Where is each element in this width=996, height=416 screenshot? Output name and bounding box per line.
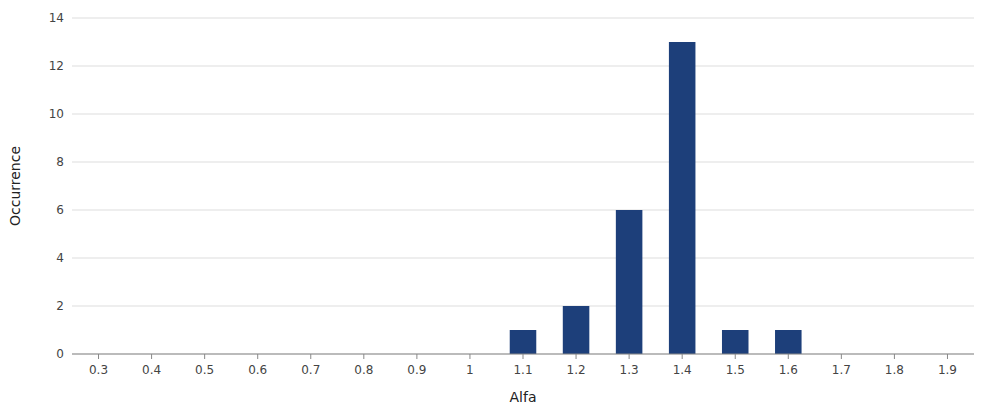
y-tick-label: 14 (49, 11, 64, 25)
x-tick-label: 1.5 (726, 363, 745, 377)
x-tick (416, 354, 417, 359)
chart-container: 0 2 4 6 8 10 12 14 0.3 0.4 0.5 0.6 0.7 0.8 0.9 1 1.1 1.2 1… (0, 0, 996, 416)
bar (616, 210, 643, 354)
x-tick (469, 354, 470, 359)
grid-line (72, 162, 974, 163)
bar (669, 42, 696, 354)
chart-svg: 0 2 4 6 8 10 12 14 0.3 0.4 0.5 0.6 0.7 0.8 0.9 1 1.1 1.2 1… (0, 0, 996, 416)
y-grid (72, 18, 974, 354)
x-tick-label: 0.7 (301, 363, 320, 377)
y-axis: 0 2 4 6 8 10 12 14 (49, 11, 64, 361)
x-axis: 0.3 0.4 0.5 0.6 0.7 0.8 0.9 1 1.1 1.2 1.3 1.4 1.5 1.6… (72, 354, 974, 377)
x-tick-label: 0.5 (195, 363, 214, 377)
x-tick-label: 1.2 (567, 363, 586, 377)
bar (563, 306, 590, 354)
x-tick-label: 1.4 (673, 363, 692, 377)
x-tick-label: 1.6 (779, 363, 798, 377)
grid-line (72, 306, 974, 307)
x-tick (204, 354, 205, 359)
y-tick-label: 12 (49, 59, 64, 73)
grid-line (72, 258, 974, 259)
x-tick-label: 1.8 (885, 363, 904, 377)
x-tick (629, 354, 630, 359)
y-tick-label: 8 (56, 155, 64, 169)
bar (722, 330, 749, 354)
x-tick-label: 0.3 (89, 363, 108, 377)
x-tick (735, 354, 736, 359)
x-tick (523, 354, 524, 359)
x-tick (363, 354, 364, 359)
bar (775, 330, 802, 354)
y-axis-label: Occurrence (7, 146, 23, 226)
x-tick-label: 0.8 (354, 363, 373, 377)
x-tick (310, 354, 311, 359)
grid-line (72, 114, 974, 115)
bar (510, 330, 537, 354)
x-tick (788, 354, 789, 359)
grid-line (72, 66, 974, 67)
x-tick-label: 0.4 (142, 363, 161, 377)
x-tick-label: 0.9 (407, 363, 426, 377)
x-tick-label: 1.3 (620, 363, 639, 377)
x-axis-label: Alfa (510, 389, 537, 405)
x-tick (151, 354, 152, 359)
y-tick-label: 2 (56, 299, 64, 313)
bars (510, 42, 802, 354)
grid-line (72, 210, 974, 211)
x-tick-label: 1.9 (938, 363, 957, 377)
grid-line (72, 18, 974, 19)
y-tick-label: 4 (56, 251, 64, 265)
x-tick (682, 354, 683, 359)
x-tick-label: 0.6 (248, 363, 267, 377)
x-tick (947, 354, 948, 359)
y-tick-label: 6 (56, 203, 64, 217)
x-tick-label: 1.1 (513, 363, 532, 377)
x-tick-label: 1.7 (832, 363, 851, 377)
x-tick-label: 1 (466, 363, 474, 377)
x-tick (98, 354, 99, 359)
y-tick-label: 0 (56, 347, 64, 361)
x-tick (257, 354, 258, 359)
x-tick (894, 354, 895, 359)
x-tick (841, 354, 842, 359)
x-tick (576, 354, 577, 359)
y-tick-label: 10 (49, 107, 64, 121)
